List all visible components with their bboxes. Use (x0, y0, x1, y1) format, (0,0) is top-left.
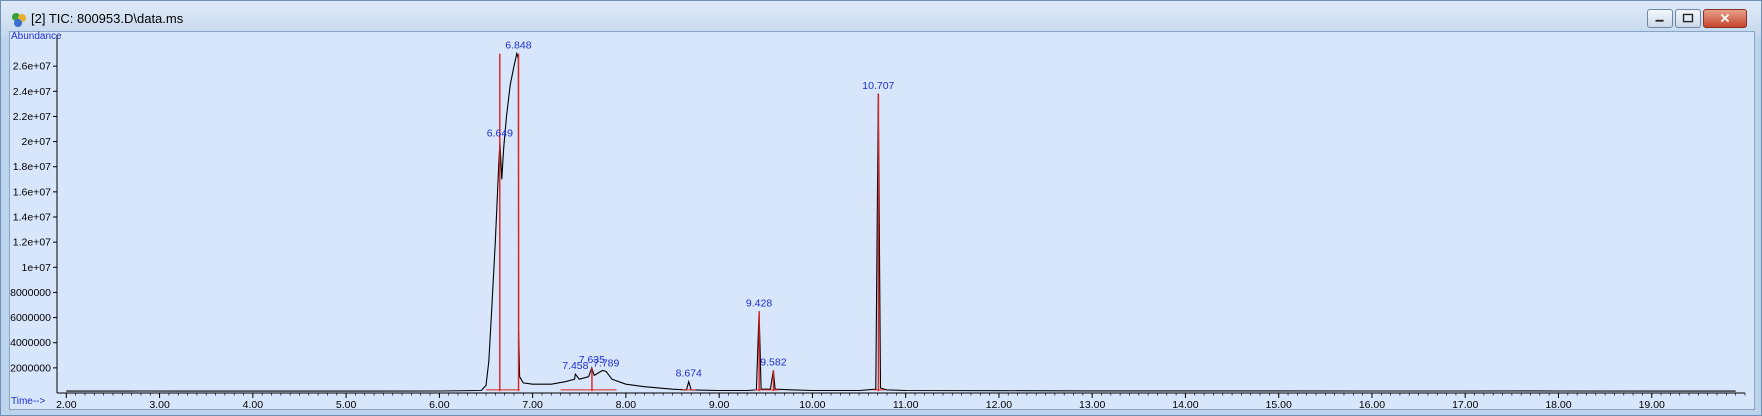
x-tick-label: 9.00 (709, 399, 730, 411)
x-tick-label: 18.00 (1545, 399, 1571, 411)
x-tick-label: 15.00 (1266, 399, 1292, 411)
y-tick-label: 2.2e+07 (13, 111, 51, 123)
x-tick-label: 7.00 (522, 399, 543, 411)
y-axis-label: Abundance (11, 31, 62, 42)
y-tick-label: 1.2e+07 (13, 237, 51, 249)
x-tick-label: 16.00 (1359, 399, 1385, 411)
x-tick-label: 13.00 (1079, 399, 1105, 411)
peak-label: 7.635 (579, 354, 605, 366)
x-tick-label: 14.00 (1172, 399, 1198, 411)
peak-label: 9.582 (760, 356, 786, 368)
x-tick-label: 5.00 (336, 399, 357, 411)
app-icon (12, 13, 26, 27)
x-tick-label: 11.00 (893, 399, 919, 411)
y-tick-label: 4000000 (10, 337, 51, 349)
x-tick-label: 19.00 (1639, 399, 1665, 411)
y-tick-label: 6000000 (10, 312, 51, 324)
close-button[interactable] (1703, 9, 1747, 28)
x-axis-label: Time--> (11, 396, 46, 407)
y-tick-label: 1.6e+07 (13, 186, 51, 198)
y-tick-label: 1.4e+07 (13, 212, 51, 224)
peak-label: 6.649 (487, 128, 513, 140)
x-tick-label: 4.00 (243, 399, 264, 411)
peak-label: 9.428 (746, 297, 772, 309)
x-tick-label: 17.00 (1452, 399, 1478, 411)
y-tick-label: 2000000 (10, 362, 51, 374)
y-tick-label: 1.8e+07 (13, 161, 51, 173)
minimize-icon (1655, 19, 1664, 22)
x-tick-label: 12.00 (986, 399, 1012, 411)
y-tick-label: 1e+07 (22, 262, 52, 274)
y-tick-label: 2.4e+07 (13, 86, 51, 98)
restore-icon (1682, 13, 1694, 23)
tic-trace-line (66, 51, 1736, 392)
peak-label: 7.789 (593, 358, 619, 370)
plot-area[interactable] (9, 31, 1755, 410)
window-title: [2] TIC: 800953.D\data.ms (31, 11, 184, 26)
x-tick-label: 2.00 (56, 399, 77, 411)
x-tick-label: 10.00 (799, 399, 825, 411)
peak-label: 7.458 (562, 360, 588, 372)
peak-label: 6.848 (505, 40, 531, 52)
x-tick-label: 6.00 (429, 399, 450, 411)
y-tick-label: 2e+07 (22, 136, 52, 148)
y-tick-label: 2.6e+07 (13, 61, 51, 73)
minimize-button[interactable] (1647, 9, 1673, 28)
restore-button[interactable] (1675, 9, 1701, 28)
x-tick-label: 8.00 (616, 399, 637, 411)
y-tick-label: 8000000 (10, 287, 51, 299)
peak-label: 10.707 (862, 80, 894, 92)
x-tick-label: 3.00 (149, 399, 170, 411)
close-icon (1720, 13, 1730, 23)
peak-label: 8.674 (676, 368, 702, 380)
